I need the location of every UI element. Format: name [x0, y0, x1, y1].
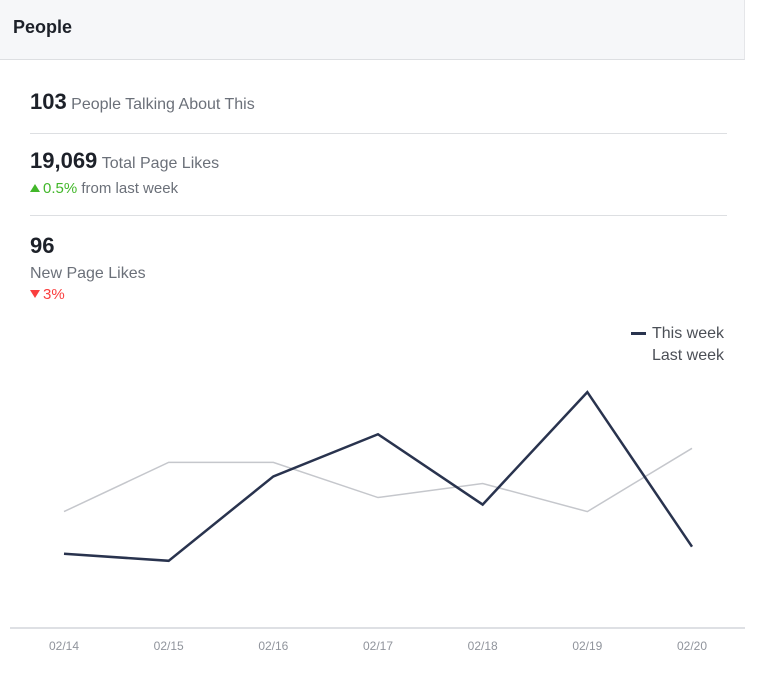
total-likes-label: Total Page Likes: [101, 155, 220, 172]
new-likes-change-value: 3%: [43, 286, 65, 303]
new-likes-stat: 96 New Page Likes 3%: [30, 233, 146, 303]
total-likes-stat: 19,069 Total Page Likes 0.5% from last w…: [30, 148, 219, 197]
divider: [30, 215, 727, 216]
x-tick-label: 02/15: [154, 639, 184, 653]
arrow-up-icon: [30, 184, 40, 192]
series-line-this-week: [63, 390, 694, 563]
x-tick-label: 02/18: [468, 639, 498, 653]
legend-item-last-week: Last week: [631, 345, 724, 367]
series-line-last-week: [63, 447, 693, 513]
x-tick-labels: 02/14 02/15 02/16 02/17 02/18 02/19 02/20: [49, 639, 707, 653]
talking-stat: 103 People Talking About This: [30, 89, 255, 115]
x-tick-label: 02/19: [572, 639, 602, 653]
new-likes-change: 3%: [30, 286, 146, 303]
divider: [30, 133, 727, 134]
new-likes-label: New Page Likes: [30, 265, 146, 282]
panel-title: People: [13, 17, 73, 37]
legend-label-this-week: This week: [651, 325, 724, 342]
total-likes-change: 0.5% from last week: [30, 180, 219, 197]
x-tick-label: 02/16: [258, 639, 288, 653]
legend-item-this-week: This week: [630, 323, 724, 345]
x-tick-label: 02/17: [363, 639, 393, 653]
panel-header: People: [0, 0, 745, 60]
series-layer: [63, 390, 694, 563]
total-likes-change-suffix: from last week: [81, 180, 179, 197]
talking-count: 103: [30, 89, 67, 114]
x-tick-label: 02/14: [49, 639, 79, 653]
new-likes-count: 96: [30, 233, 55, 258]
total-likes-change-value: 0.5%: [43, 180, 78, 197]
total-likes-count: 19,069: [30, 148, 98, 173]
chart-legend: This week Last week: [630, 323, 724, 367]
arrow-down-icon: [30, 290, 40, 298]
legend-swatch-this-week: [630, 332, 646, 336]
talking-label: People Talking About This: [71, 96, 255, 113]
legend-label-last-week: Last week: [651, 347, 724, 364]
x-tick-label: 02/20: [677, 639, 707, 653]
